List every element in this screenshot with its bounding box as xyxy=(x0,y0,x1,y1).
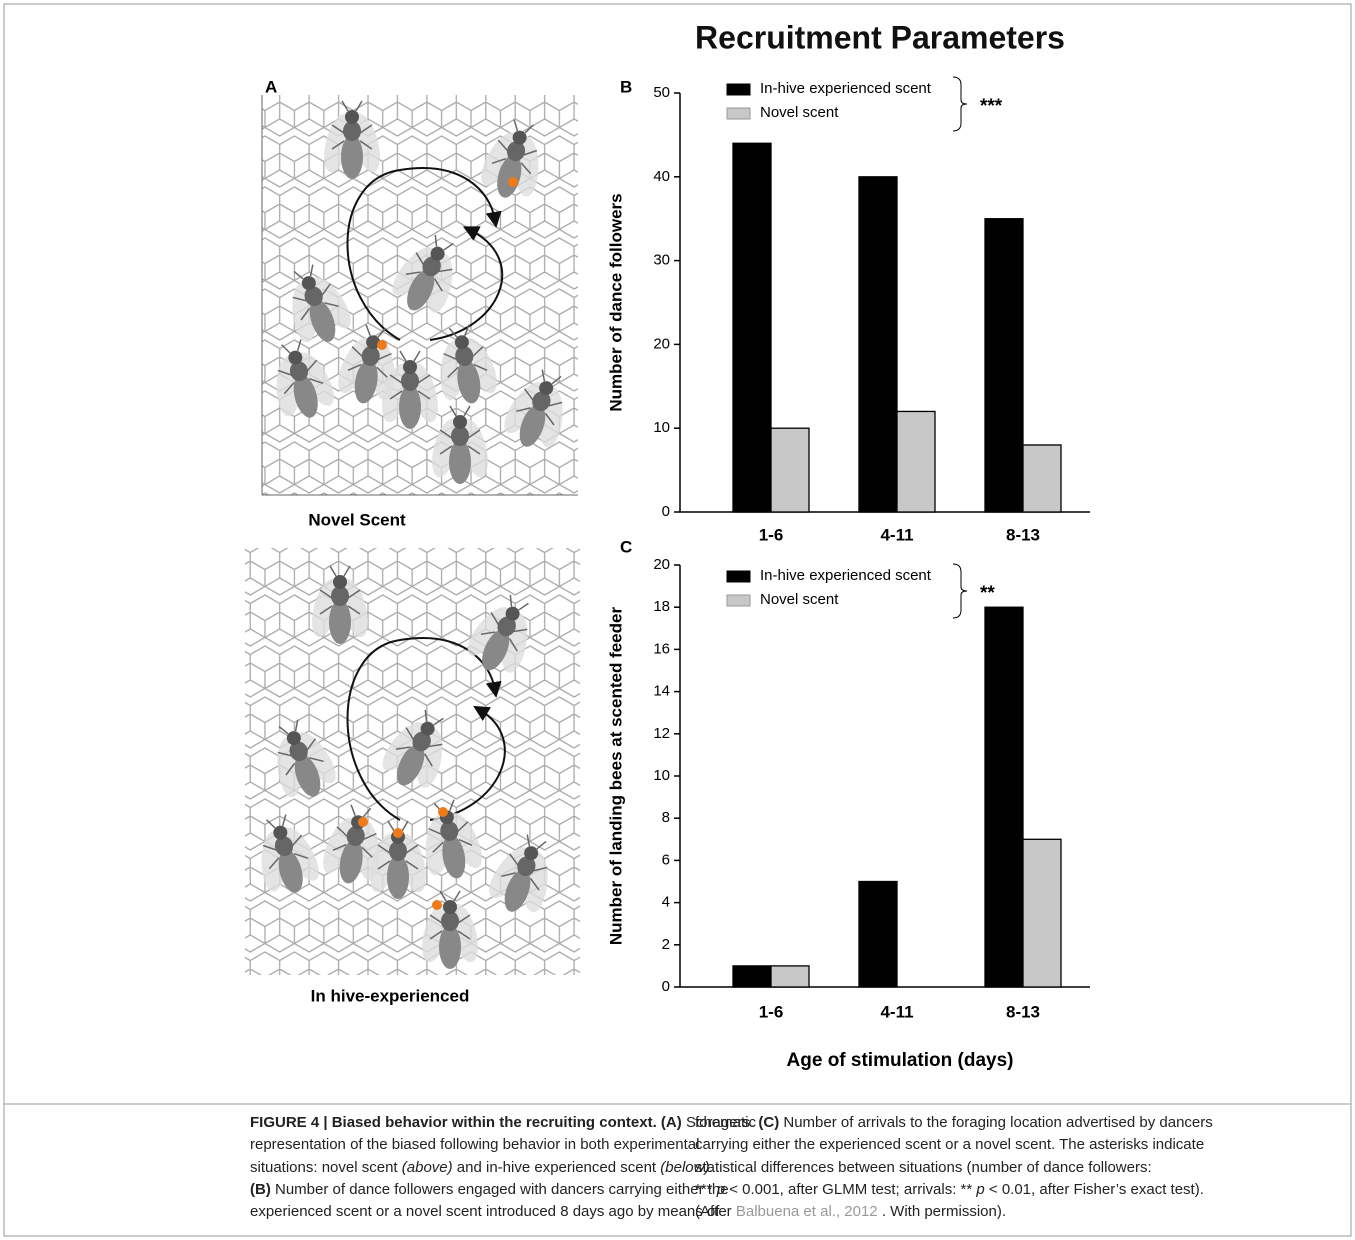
x-tick-label: 8-13 xyxy=(1006,525,1040,544)
caption-text: and in-hive experienced scent xyxy=(456,1158,657,1176)
caption-text: . With permission). xyxy=(881,1203,1007,1221)
caption-text: < 0.01, after Fisher’s exact test). xyxy=(988,1180,1204,1198)
bar xyxy=(984,606,1024,988)
caption-text: *** xyxy=(695,1180,713,1198)
caption-text: (B) xyxy=(250,1180,271,1198)
caption-text: Number of arrivals to the foraging locat… xyxy=(783,1114,1213,1131)
y-tick-label: 2 xyxy=(662,936,670,953)
x-tick-label: 4-11 xyxy=(880,1002,913,1021)
x-tick-label: 1-6 xyxy=(759,1002,784,1021)
legend-label: Novel scent xyxy=(760,591,839,608)
bar xyxy=(732,965,772,988)
caption-text: representation of the biased following b… xyxy=(250,1136,700,1154)
legend-swatch xyxy=(726,107,751,120)
bar xyxy=(732,142,772,513)
y-tick-label: 0 xyxy=(662,978,670,995)
significance: *** xyxy=(980,96,1003,117)
legend-swatch xyxy=(726,570,751,583)
y-tick-label: 8 xyxy=(662,809,670,826)
caption-text: (C) xyxy=(758,1114,780,1131)
y-tick-label: 50 xyxy=(653,84,670,101)
caption-text: < 0.001, after GLMM test; arrivals: ** xyxy=(729,1180,973,1198)
caption-text: situations: novel scent xyxy=(250,1158,398,1176)
legend-label: In-hive experienced scent xyxy=(760,80,932,97)
significance-brace xyxy=(952,563,968,619)
y-tick-label: 14 xyxy=(653,683,670,700)
y-tick-label: 20 xyxy=(653,556,670,573)
bar xyxy=(858,176,898,513)
x-axis-label: Age of stimulation (days) xyxy=(787,1050,1014,1071)
caption-text: (below). xyxy=(660,1158,714,1176)
y-tick-label: 0 xyxy=(662,503,670,520)
caption-text: FIGURE 4 | Biased behavior within the re… xyxy=(250,1114,682,1131)
y-axis-label: Number of dance followers xyxy=(606,193,625,411)
significance-brace xyxy=(952,76,968,132)
caption-line: (After Balbuena et al., 2012 . With perm… xyxy=(695,1203,1006,1220)
x-tick-label: 4-11 xyxy=(880,525,913,544)
legend-label: In-hive experienced scent xyxy=(760,567,932,584)
x-tick-label: 8-13 xyxy=(1006,1002,1040,1021)
panel-label: B xyxy=(620,77,632,96)
figure-title: Recruitment Parameters xyxy=(695,19,1065,55)
caption-line: (B) Number of dance followers engaged wi… xyxy=(250,1181,729,1198)
bar xyxy=(858,880,898,988)
illustration-label: Novel Scent xyxy=(308,510,406,529)
legend-label: Novel scent xyxy=(760,104,839,121)
caption-line: experienced scent or a novel scent intro… xyxy=(250,1203,719,1220)
caption-line: FIGURE 4 | Biased behavior within the re… xyxy=(250,1114,756,1131)
illustration-label: In hive-experienced xyxy=(311,986,470,1005)
bar xyxy=(770,965,810,988)
caption-line: *** p < 0.001, after GLMM test; arrivals… xyxy=(695,1181,1204,1198)
bar xyxy=(984,218,1024,513)
bar xyxy=(770,427,810,513)
caption-text: foragers. xyxy=(695,1114,755,1131)
y-tick-label: 18 xyxy=(653,598,670,615)
caption-text: carrying either the experienced scent or… xyxy=(695,1136,1205,1154)
caption-line: statistical differences between situatio… xyxy=(695,1159,1152,1176)
figure-border xyxy=(3,3,1352,1237)
illustration-novel xyxy=(258,95,584,496)
caption-text[interactable]: Balbuena et al., 2012 xyxy=(735,1203,878,1221)
y-tick-label: 12 xyxy=(653,725,670,742)
y-tick-label: 30 xyxy=(653,252,670,269)
caption-line: foragers. (C) Number of arrivals to the … xyxy=(695,1114,1213,1131)
y-axis-label: Number of landing bees at scented feeder xyxy=(606,607,625,946)
caption-text: statistical differences between situatio… xyxy=(695,1158,1152,1176)
panel-label: C xyxy=(620,537,632,556)
legend-swatch xyxy=(726,83,751,96)
caption-line: carrying either the experienced scent or… xyxy=(695,1136,1204,1153)
y-tick-label: 10 xyxy=(653,767,670,784)
caption-line: situations: novel scent (above) and in-h… xyxy=(250,1159,714,1176)
bar xyxy=(896,410,936,513)
y-tick-label: 4 xyxy=(662,894,670,911)
caption-text: (above) xyxy=(401,1158,453,1176)
y-tick-label: 10 xyxy=(653,419,670,436)
caption-text: p xyxy=(716,1180,726,1198)
legend-swatch xyxy=(726,594,751,607)
y-tick-label: 40 xyxy=(653,168,670,185)
caption-text: Number of dance followers engaged with d… xyxy=(275,1180,729,1198)
significance: ** xyxy=(980,583,995,604)
y-tick-label: 16 xyxy=(653,640,670,657)
x-tick-label: 1-6 xyxy=(759,525,784,544)
caption-text: (After xyxy=(695,1203,732,1221)
y-tick-label: 6 xyxy=(662,851,670,868)
illustration-experienced xyxy=(243,548,580,975)
caption-line: representation of the biased following b… xyxy=(250,1136,699,1153)
caption-text: experienced scent or a novel scent intro… xyxy=(250,1203,720,1221)
y-tick-label: 20 xyxy=(653,335,670,352)
caption-text: Schematic xyxy=(685,1114,756,1131)
caption-text: p xyxy=(976,1180,985,1198)
panel-label: A xyxy=(265,77,277,96)
bar xyxy=(1022,838,1062,988)
bar xyxy=(1022,444,1062,513)
